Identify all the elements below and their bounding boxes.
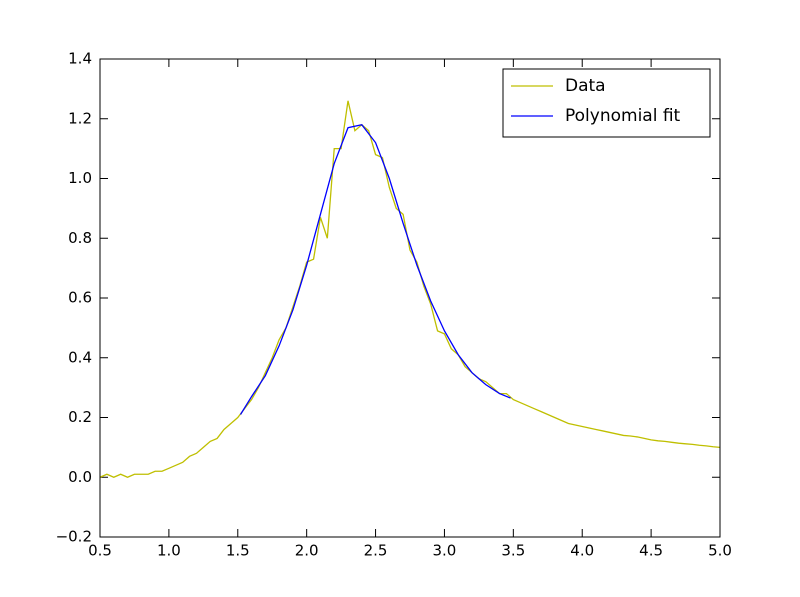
y-tick-label: −0.2 (56, 528, 92, 546)
y-tick-label: 0.6 (68, 289, 92, 307)
data-line (239, 123, 511, 415)
x-tick-label: 3.0 (433, 542, 457, 560)
y-tick-label: 0.4 (68, 348, 92, 366)
x-tick-label: 3.5 (501, 542, 525, 560)
plot-frame (99, 58, 721, 538)
x-tick-label: 5.0 (708, 542, 732, 560)
x-tick-label: 1.5 (226, 542, 250, 560)
x-tick-label: 2.0 (295, 542, 319, 560)
x-tick-label: 2.5 (364, 542, 388, 560)
legend-box (502, 68, 711, 138)
y-tick-label: 0.0 (68, 468, 92, 486)
y-tick-label: 1.4 (68, 50, 92, 68)
y-tick-label: 1.0 (68, 169, 92, 187)
y-tick-label: 1.2 (68, 109, 92, 127)
x-tick-label: 0.5 (88, 542, 112, 560)
y-tick-label: 0.8 (68, 229, 92, 247)
x-tick-label: 4.5 (639, 542, 663, 560)
y-tick-label: 0.2 (68, 408, 92, 426)
legend-label: Polynomial fit (565, 106, 681, 126)
data-line (100, 100, 720, 478)
legend-label: Data (565, 76, 606, 96)
x-tick-label: 1.0 (157, 542, 181, 560)
x-tick-label: 4.0 (570, 542, 594, 560)
